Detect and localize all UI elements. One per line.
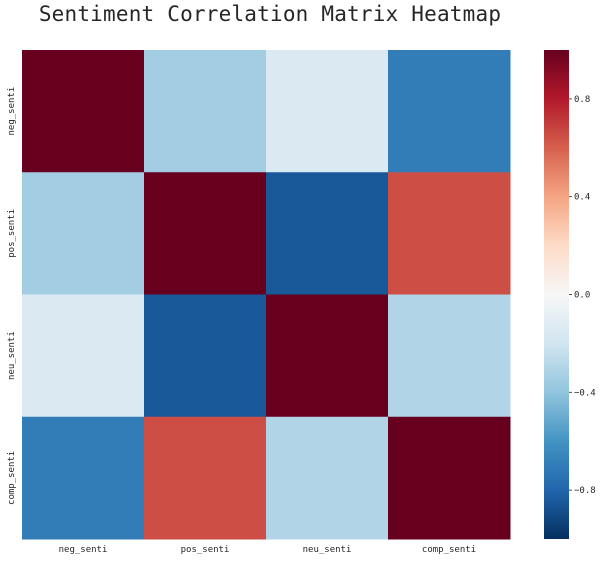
- heatmap-cell-neu_senti-pos_senti: [144, 294, 267, 418]
- column-label-neg_senti: neg_senti: [59, 545, 108, 555]
- heatmap-cell-comp_senti-neu_senti: [266, 416, 389, 540]
- row-label-comp_senti: comp_senti: [7, 451, 17, 505]
- heatmap-cell-comp_senti-pos_senti: [144, 416, 267, 540]
- heatmap-cell-neu_senti-comp_senti: [388, 294, 511, 418]
- heatmap-cell-neg_senti-pos_senti: [144, 50, 267, 173]
- chart-title: Sentiment Correlation Matrix Heatmap: [38, 2, 502, 26]
- heatmap-cell-neg_senti-neu_senti: [266, 50, 389, 173]
- heatmap-cell-pos_senti-pos_senti: [144, 172, 267, 295]
- heatmap-cells: [22, 50, 511, 540]
- colorbar-ticks: 0.8 0.4 0.0 −0.4 −0.8: [569, 95, 596, 496]
- colorbar-tick-label: 0.4: [574, 193, 590, 203]
- heatmap-cell-neu_senti-neg_senti: [22, 294, 145, 418]
- colorbar-tick-label: −0.4: [574, 388, 596, 398]
- row-labels: neg_senti pos_senti neu_senti comp_senti: [7, 87, 17, 505]
- column-labels: neg_senti pos_senti neu_senti comp_senti: [59, 545, 476, 555]
- heatmap-cell-neg_senti-neg_senti: [22, 50, 145, 173]
- column-label-comp_senti: comp_senti: [422, 545, 476, 555]
- row-label-pos_senti: pos_senti: [7, 209, 17, 258]
- colorbar-tick-label: −0.8: [574, 486, 596, 496]
- row-label-neu_senti: neu_senti: [7, 331, 17, 380]
- heatmap-cell-neu_senti-neu_senti: [266, 294, 389, 418]
- heatmap-cell-pos_senti-neu_senti: [266, 172, 389, 295]
- heatmap-cell-comp_senti-neg_senti: [22, 416, 145, 540]
- heatmap-cell-neg_senti-comp_senti: [388, 50, 511, 173]
- colorbar-tick-label: 0.8: [574, 95, 590, 105]
- row-label-neg_senti: neg_senti: [7, 87, 17, 136]
- column-label-pos_senti: pos_senti: [181, 545, 230, 555]
- heatmap-cell-pos_senti-neg_senti: [22, 172, 145, 295]
- heatmap-cell-comp_senti-comp_senti: [388, 416, 511, 540]
- colorbar: [544, 50, 569, 539]
- colorbar-tick-label: 0.0: [574, 291, 590, 301]
- heatmap-cell-pos_senti-comp_senti: [388, 172, 511, 295]
- column-label-neu_senti: neu_senti: [303, 545, 352, 555]
